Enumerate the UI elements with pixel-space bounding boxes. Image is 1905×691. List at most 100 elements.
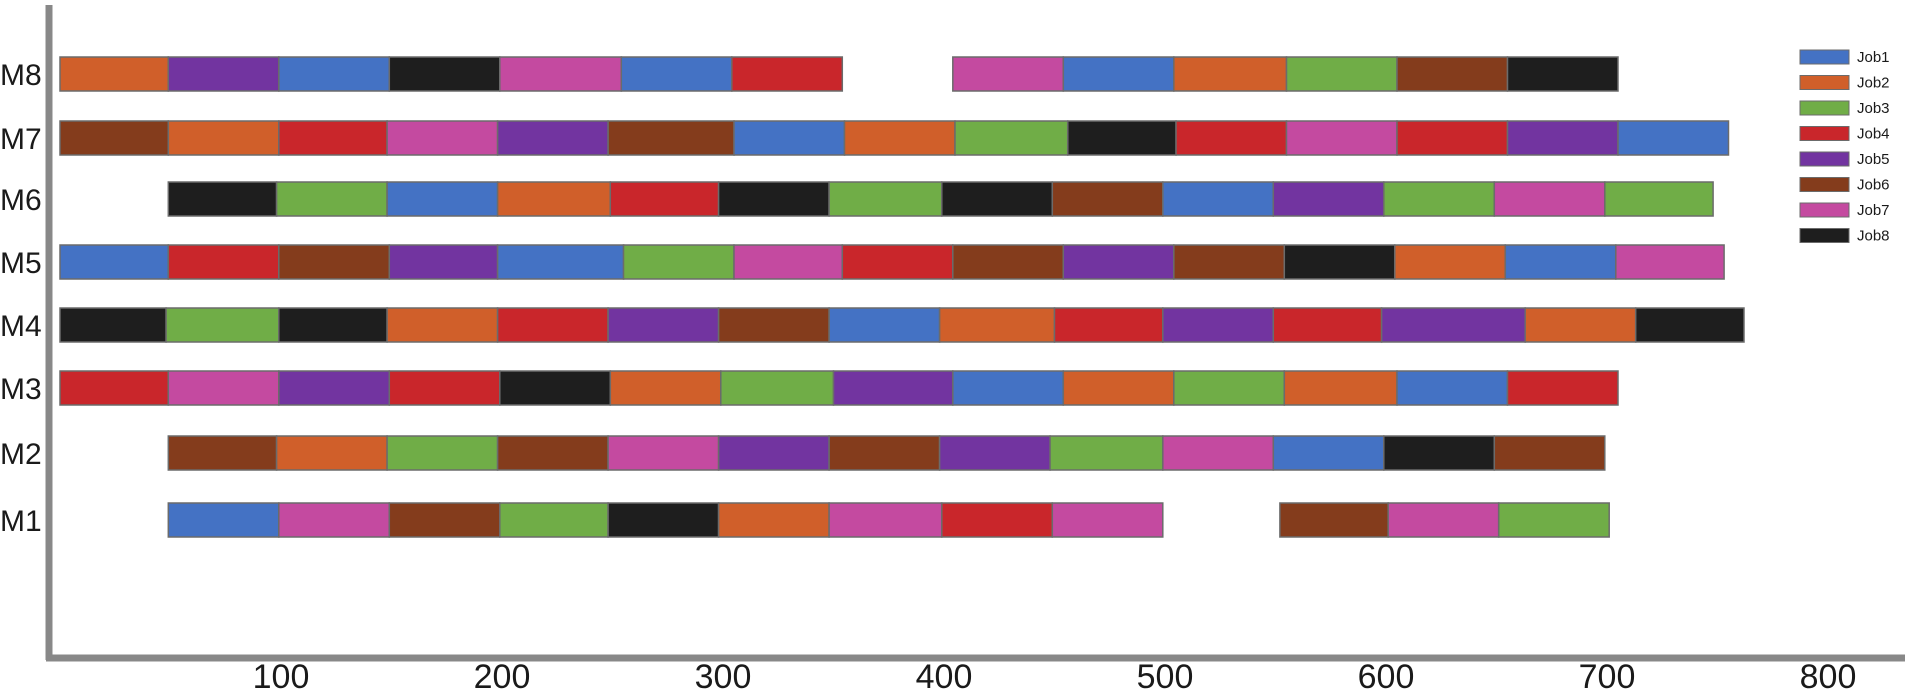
x-tick-labels: 100 200 300 400 500 600 700 800: [253, 658, 1857, 691]
task-bar-m8-job1: [278, 56, 391, 92]
task-bar-m4-job5: [1380, 307, 1527, 343]
task-bar-m4-job1: [828, 307, 941, 343]
task-bar-m6-job1: [1162, 181, 1275, 217]
task-bar-m2-job7: [607, 435, 720, 471]
task-bar-m7-job2: [167, 120, 280, 156]
machine-label-m8: M8: [0, 59, 42, 92]
task-bar-m4-job2: [1524, 307, 1637, 343]
machine-label-m6: M6: [0, 184, 42, 217]
task-bar-m8-job7: [499, 56, 623, 92]
task-bar-m4-job5: [1162, 307, 1275, 343]
task-bar-m6-job8: [717, 181, 830, 217]
task-bar-m1-job7: [1387, 502, 1500, 538]
task-bar-m2-job6: [496, 435, 609, 471]
task-bar-m7-job5: [496, 120, 609, 156]
task-bar-m2-job5: [938, 435, 1051, 471]
task-bar-m5-job7: [733, 244, 844, 280]
task-bar-m7-job6: [607, 120, 735, 156]
task-bar-m5-job1: [1504, 244, 1617, 280]
task-bar-m8-job1: [1062, 56, 1175, 92]
task-bar-m5-job4: [167, 244, 280, 280]
task-bar-m8-job2: [59, 56, 170, 92]
task-bar-m7-job4: [278, 120, 388, 156]
x-tick-label-800: 800: [1800, 658, 1857, 691]
task-bar-m7-job1: [733, 120, 846, 156]
task-bar-m2-job6: [828, 435, 941, 471]
task-bar-m5-job1: [496, 244, 625, 280]
task-bar-m3-job5: [832, 370, 954, 406]
legend-swatch-job2: [1799, 75, 1850, 90]
task-bar-m6-job8: [941, 181, 1054, 217]
task-bar-m2-job7: [1162, 435, 1275, 471]
task-bar-m7-job7: [386, 120, 499, 156]
task-bar-m1-job3: [1497, 502, 1610, 538]
task-bar-m3-job3: [1173, 370, 1286, 406]
task-bar-m4-job8: [278, 307, 388, 343]
task-bar-m4-job2: [938, 307, 1056, 343]
legend-swatch-job3: [1799, 100, 1850, 116]
task-bar-m8-job8: [1506, 56, 1619, 92]
legend-swatch-job5: [1799, 151, 1850, 167]
task-bar-m7-job1: [1617, 120, 1730, 156]
task-bar-m8-job6: [1396, 56, 1509, 92]
task-bar-m6-job1: [386, 181, 499, 217]
legend-swatch-job4: [1799, 126, 1850, 141]
task-bar-m1-job8: [607, 502, 720, 538]
task-bar-m1-job6: [388, 502, 501, 538]
task-bar-m5-job5: [388, 244, 499, 280]
task-bar-m5-job6: [952, 244, 1065, 280]
task-bar-m4-job8: [1634, 307, 1745, 343]
legend-label-job6: Job6: [1857, 177, 1890, 194]
task-bar-m3-job3: [720, 370, 835, 406]
x-tick-label-700: 700: [1579, 658, 1636, 691]
task-bar-m1-job7: [1051, 502, 1164, 538]
task-bar-m5-job6: [278, 244, 391, 280]
task-bar-m6-job3: [275, 181, 388, 217]
legend-label-job1: Job1: [1857, 49, 1890, 66]
task-bar-m5-job1: [59, 244, 170, 280]
task-bar-m1-job2: [717, 502, 830, 538]
task-bar-m5-job7: [1615, 244, 1725, 280]
task-bar-m6-job2: [496, 181, 612, 217]
task-bar-m6-job3: [1604, 181, 1714, 217]
x-tick-label-600: 600: [1358, 658, 1415, 691]
task-bar-m7-job8: [1067, 120, 1177, 156]
task-bar-m5-job5: [1062, 244, 1175, 280]
task-bar-m3-job5: [278, 370, 391, 406]
task-bar-m3-job2: [1062, 370, 1175, 406]
task-bar-m1-job3: [499, 502, 609, 538]
task-bar-m4-job6: [717, 307, 830, 343]
task-bar-m1-job4: [941, 502, 1054, 538]
machine-label-m3: M3: [0, 373, 42, 406]
task-bar-m3-job8: [499, 370, 612, 406]
task-bar-m4-job4: [1272, 307, 1383, 343]
task-bar-m7-job4: [1396, 120, 1509, 156]
task-bar-m3-job4: [1506, 370, 1619, 406]
machine-label-m7: M7: [0, 123, 42, 156]
task-bar-m2-job3: [386, 435, 499, 471]
task-bar-m1-job1: [167, 502, 280, 538]
task-bars: [59, 56, 1745, 538]
task-bar-m6-job5: [1272, 181, 1385, 217]
machine-label-m1: M1: [0, 505, 42, 538]
task-bar-m8-job5: [167, 56, 280, 92]
task-bar-m8-job2: [1173, 56, 1288, 92]
task-bar-m2-job6: [167, 435, 278, 471]
task-bar-m1-job7: [828, 502, 943, 538]
task-bar-m2-job8: [1383, 435, 1496, 471]
task-bar-m5-job3: [622, 244, 735, 280]
task-bar-m6-job6: [1051, 181, 1164, 217]
task-bar-m7-job2: [843, 120, 956, 156]
task-bar-m5-job6: [1173, 244, 1286, 280]
task-bar-m3-job4: [59, 370, 170, 406]
x-tick-label-200: 200: [474, 658, 531, 691]
task-bar-m6-job3: [1383, 181, 1496, 217]
legend-label-job3: Job3: [1857, 100, 1890, 117]
legend-swatch-job7: [1799, 202, 1850, 218]
task-bar-m3-job2: [609, 370, 722, 406]
task-bar-m5-job8: [1283, 244, 1396, 280]
x-tick-label-500: 500: [1137, 658, 1194, 691]
task-bar-m8-job8: [388, 56, 501, 92]
task-bar-m8-job7: [952, 56, 1065, 92]
task-bar-m3-job4: [388, 370, 501, 406]
